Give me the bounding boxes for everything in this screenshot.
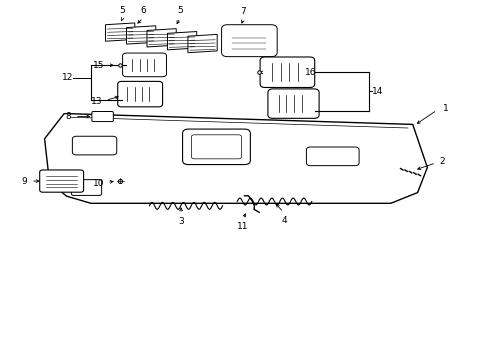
Text: 7: 7	[240, 7, 246, 16]
FancyBboxPatch shape	[182, 129, 250, 165]
Text: 10: 10	[92, 179, 104, 188]
FancyBboxPatch shape	[40, 170, 83, 192]
Text: 5: 5	[120, 6, 125, 15]
Text: 14: 14	[371, 86, 383, 95]
Text: 3: 3	[178, 217, 183, 226]
Text: 2: 2	[439, 157, 444, 166]
FancyBboxPatch shape	[72, 136, 117, 155]
Polygon shape	[105, 23, 135, 41]
Polygon shape	[147, 29, 176, 47]
Text: 15: 15	[92, 61, 104, 70]
FancyBboxPatch shape	[221, 25, 277, 57]
Text: 9: 9	[22, 176, 27, 185]
FancyBboxPatch shape	[92, 112, 113, 122]
Text: 6: 6	[140, 6, 145, 15]
Text: 13: 13	[90, 96, 102, 105]
Polygon shape	[187, 35, 217, 53]
FancyBboxPatch shape	[267, 89, 319, 118]
FancyBboxPatch shape	[260, 57, 314, 87]
Text: 16: 16	[305, 68, 316, 77]
Polygon shape	[167, 32, 196, 50]
FancyBboxPatch shape	[122, 53, 166, 77]
FancyBboxPatch shape	[71, 180, 102, 195]
FancyBboxPatch shape	[118, 81, 162, 107]
Text: 5: 5	[177, 6, 183, 15]
Polygon shape	[44, 114, 427, 203]
FancyBboxPatch shape	[191, 135, 241, 159]
FancyBboxPatch shape	[306, 147, 358, 166]
Polygon shape	[126, 26, 156, 44]
Text: 11: 11	[237, 222, 248, 231]
Text: 8: 8	[65, 112, 71, 121]
Text: 1: 1	[443, 104, 448, 113]
Text: 4: 4	[281, 216, 287, 225]
Text: 12: 12	[61, 73, 73, 82]
